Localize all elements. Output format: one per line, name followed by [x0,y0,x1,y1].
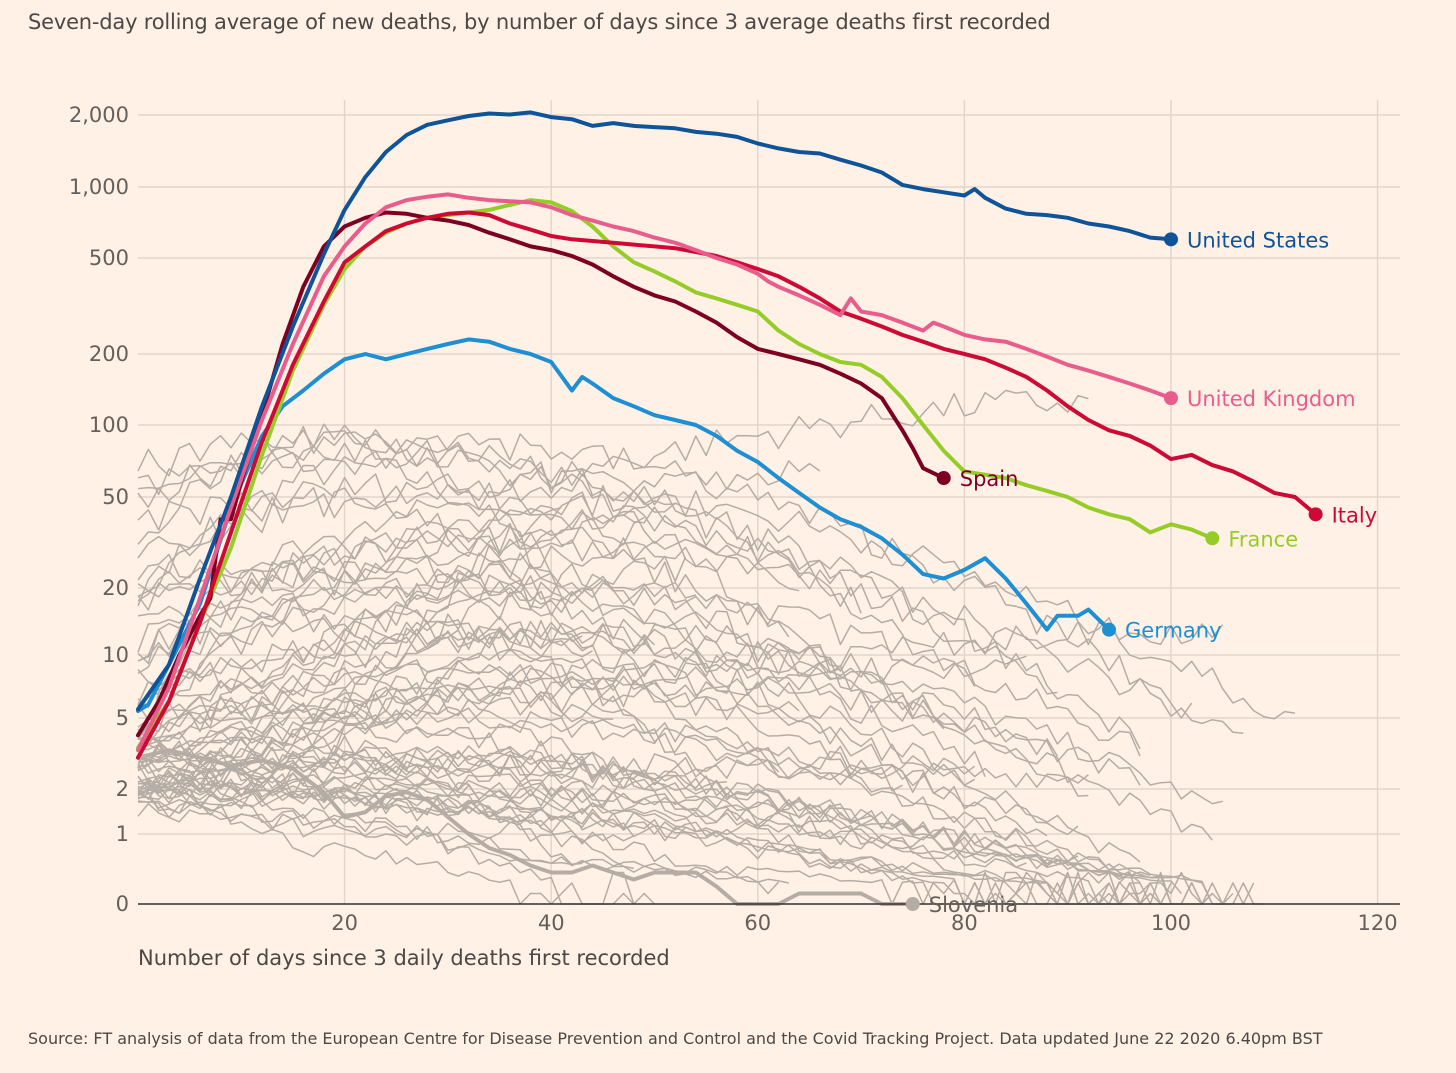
background-country-line [137,621,1224,761]
series-line-germany [136,337,1111,713]
background-country-line [137,785,1203,905]
background-country-line [137,575,697,795]
background-country-line [137,764,1172,905]
y-tick-label: 50 [102,485,129,509]
x-tick-label: 100 [1151,911,1191,935]
background-country-line [137,752,1141,883]
series-end-marker-slovenia [905,897,920,911]
series-end-marker-italy [1308,507,1323,522]
background-country-line [137,727,1110,905]
background-country-line [137,572,1141,757]
background-country-line [137,791,1130,905]
background-country-line [137,516,645,793]
series-line-france [136,198,1215,750]
y-tick-label: 500 [89,246,129,270]
background-country-line [137,389,1089,761]
series-end-marker-united-states [1164,232,1178,247]
background-country-line [137,555,1089,797]
y-tick-label: 1,000 [69,175,129,199]
background-country-line [137,640,593,810]
series-label-united-kingdom: United Kingdom [1187,387,1356,411]
series-label-france: France [1228,527,1298,551]
background-country-line [137,529,841,673]
background-country-line [137,763,1213,905]
background-country-line [137,623,1059,757]
background-country-line [137,783,1182,894]
series-end-marker-united-kingdom [1164,391,1178,406]
background-country-line [137,456,552,598]
background-country-line [137,473,1296,720]
background-country-line [137,423,563,597]
series-label-germany: Germany [1125,619,1222,643]
y-tick-label: 10 [102,643,129,667]
y-tick-label: 2,000 [69,103,129,127]
background-country-line [137,662,1141,786]
series-line-united-kingdom [136,192,1173,753]
y-tick-label: 200 [89,342,129,366]
background-country-lines [137,389,1296,905]
background-country-line [137,750,872,840]
x-axis-label: Number of days since 3 daily deaths firs… [138,946,670,970]
background-country-line [137,586,1223,805]
series-label-slovenia: Slovenia [929,893,1018,917]
source-note: Source: FT analysis of data from the Eur… [28,1029,1323,1048]
series-end-marker-france [1205,531,1220,546]
series-line-slovenia [136,748,915,906]
background-country-line [137,676,976,786]
background-country-line [137,659,903,792]
background-country-line [137,425,1193,719]
background-country-line [137,460,821,769]
x-tick-label: 40 [538,911,565,935]
series-label-spain: Spain [960,467,1019,491]
x-tick-label: 20 [331,911,358,935]
background-country-line [137,718,1079,836]
highlighted-country-lines [136,110,1318,906]
y-tick-label: 100 [89,413,129,437]
background-country-line [137,687,697,832]
series-end-marker-germany [1102,622,1117,637]
series-line-united-states [136,110,1173,712]
y-tick-label: 5 [116,706,129,730]
x-tick-label: 60 [744,911,771,935]
y-tick-label: 0 [116,892,129,916]
background-country-line [137,555,687,753]
x-tick-label: 120 [1358,911,1398,935]
background-country-line [137,553,1141,863]
background-country-line [137,628,780,773]
background-country-line [137,439,976,687]
background-country-line [137,506,562,815]
chart-title: Seven-day rolling average of new deaths,… [28,10,1051,34]
background-country-line [137,482,1058,695]
background-country-line [137,802,635,845]
series-label-italy: Italy [1332,503,1378,527]
series-end-marker-spain [936,471,951,486]
background-country-line [137,486,583,643]
background-country-line [137,739,583,866]
y-tick-label: 2 [116,777,129,801]
x-tick-label: 80 [951,911,978,935]
background-country-line [137,655,1027,763]
background-country-line [137,604,727,784]
axes: 0 1 2 5 10 20 50 100 200 500 1,000 2,000 20 40 60 80 100… [69,103,1400,935]
y-tick-label: 1 [116,822,129,846]
series-line-italy [136,210,1318,760]
series-label-united-states: United States [1187,228,1329,252]
country-labels: Slovenia Germany France Spain Italy United Ki… [905,228,1378,917]
y-tick-label: 20 [102,576,129,600]
background-country-line [137,525,1244,735]
background-country-line [137,661,1264,905]
